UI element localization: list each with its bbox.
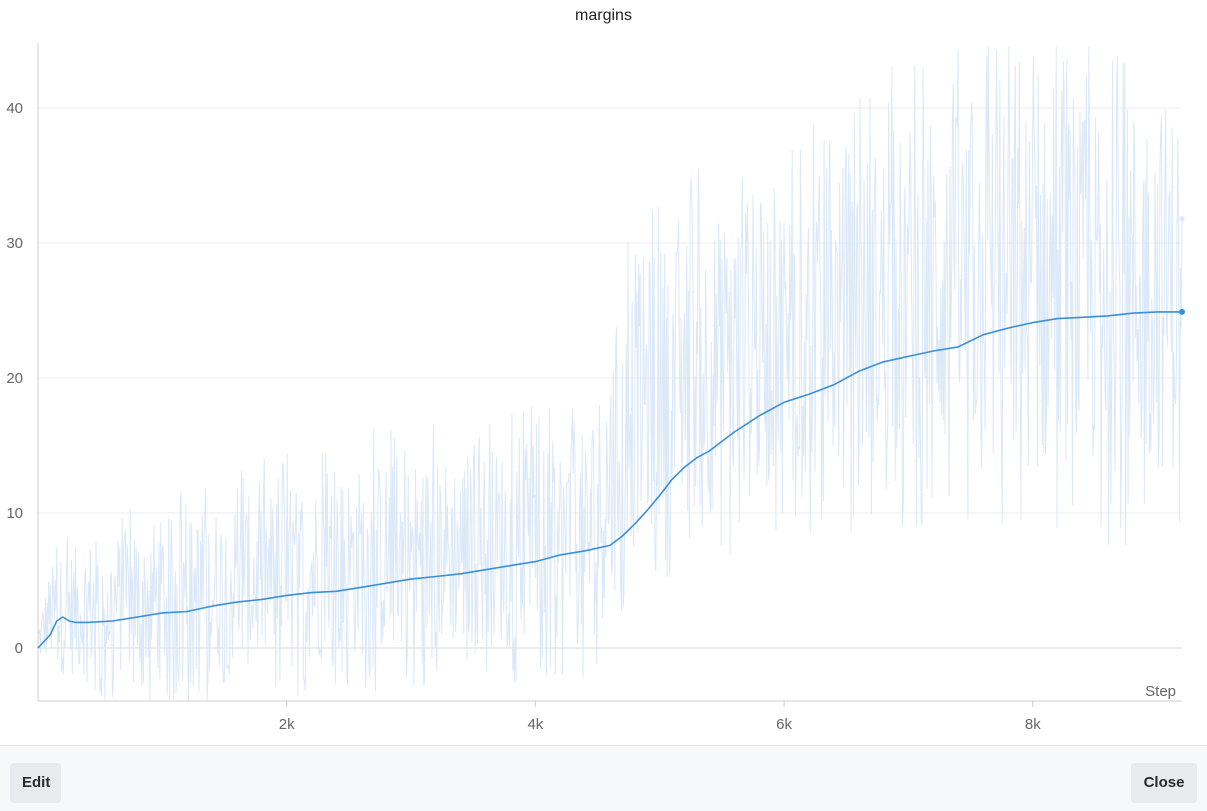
edit-button[interactable]: Edit	[10, 763, 61, 803]
chart-title: margins	[575, 7, 632, 24]
close-button[interactable]: Close	[1131, 763, 1197, 803]
chart-plot: 0 10 20 30 40 2k 4k 6k 8k Step	[6, 43, 1185, 733]
grid-lines	[38, 107, 1182, 649]
y-tick-label: 10	[6, 505, 23, 522]
axes	[37, 43, 1182, 707]
footer-bar: Edit Close	[0, 745, 1207, 811]
y-tick-label: 40	[6, 100, 23, 117]
x-tick-label: 6k	[776, 716, 792, 733]
raw-series-line	[37, 46, 1183, 703]
y-tick-label: 30	[6, 235, 23, 252]
smoothed-series-endpoint	[1179, 308, 1185, 315]
raw-series-endpoint	[1179, 216, 1185, 222]
smoothed-series-line	[37, 311, 1182, 649]
tick-labels: 0 10 20 30 40 2k 4k 6k 8k Step	[6, 100, 1176, 733]
y-tick-label: 0	[15, 640, 23, 657]
x-tick-label: 2k	[279, 716, 295, 733]
smoothed-series	[37, 308, 1185, 649]
y-tick-label: 20	[6, 370, 23, 387]
x-tick-label: 4k	[527, 716, 543, 733]
raw-series	[37, 46, 1185, 703]
x-axis-title: Step	[1145, 683, 1176, 700]
x-tick-label: 8k	[1025, 716, 1041, 733]
